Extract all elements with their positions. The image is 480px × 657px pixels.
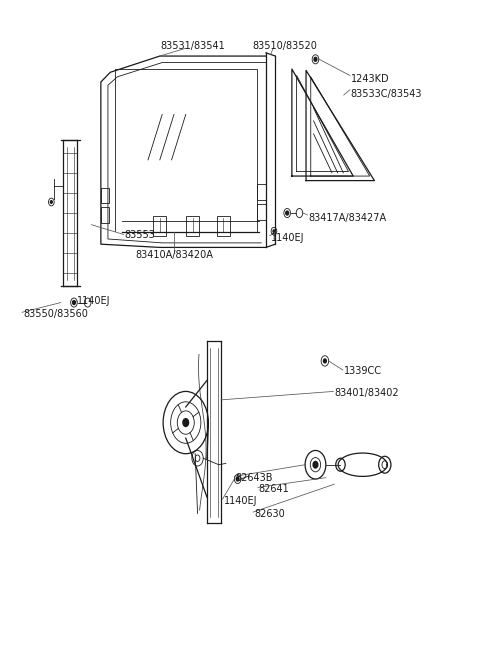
Text: 82630: 82630: [254, 509, 285, 519]
Circle shape: [183, 419, 189, 426]
Circle shape: [50, 200, 52, 203]
Circle shape: [286, 211, 288, 215]
Bar: [101, 188, 109, 203]
Circle shape: [72, 301, 75, 304]
Bar: [257, 185, 266, 200]
Text: 1140EJ: 1140EJ: [77, 296, 111, 306]
Bar: [257, 204, 266, 219]
Circle shape: [324, 359, 326, 363]
Text: 1243KD: 1243KD: [351, 74, 389, 83]
Circle shape: [273, 230, 275, 233]
Text: 82643B: 82643B: [235, 472, 273, 483]
Text: 83553: 83553: [124, 230, 156, 240]
Bar: [186, 216, 199, 236]
Text: 83401/83402: 83401/83402: [335, 388, 399, 398]
Text: 83550/83560: 83550/83560: [23, 309, 88, 319]
Text: 1339CC: 1339CC: [344, 367, 382, 376]
Text: 83531/83541: 83531/83541: [160, 41, 225, 51]
Circle shape: [236, 477, 239, 481]
Circle shape: [314, 57, 317, 61]
Bar: [217, 216, 230, 236]
Bar: [153, 216, 167, 236]
Bar: [101, 207, 109, 223]
Text: 1140EJ: 1140EJ: [224, 496, 257, 506]
Circle shape: [313, 461, 318, 468]
Text: 83410A/83420A: 83410A/83420A: [135, 250, 213, 260]
Text: 1140EJ: 1140EJ: [271, 233, 304, 242]
Text: 83510/83520: 83510/83520: [252, 41, 317, 51]
Text: 83533C/83543: 83533C/83543: [351, 89, 422, 99]
Text: 82641: 82641: [259, 484, 289, 494]
Text: 83417A/83427A: 83417A/83427A: [308, 214, 386, 223]
